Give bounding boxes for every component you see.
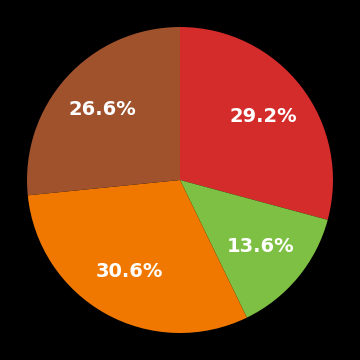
Wedge shape [28, 180, 247, 333]
Wedge shape [180, 180, 328, 318]
Text: 26.6%: 26.6% [69, 100, 136, 120]
Text: 30.6%: 30.6% [95, 262, 163, 281]
Wedge shape [27, 27, 180, 195]
Wedge shape [180, 27, 333, 220]
Text: 13.6%: 13.6% [227, 237, 294, 256]
Text: 29.2%: 29.2% [229, 107, 297, 126]
